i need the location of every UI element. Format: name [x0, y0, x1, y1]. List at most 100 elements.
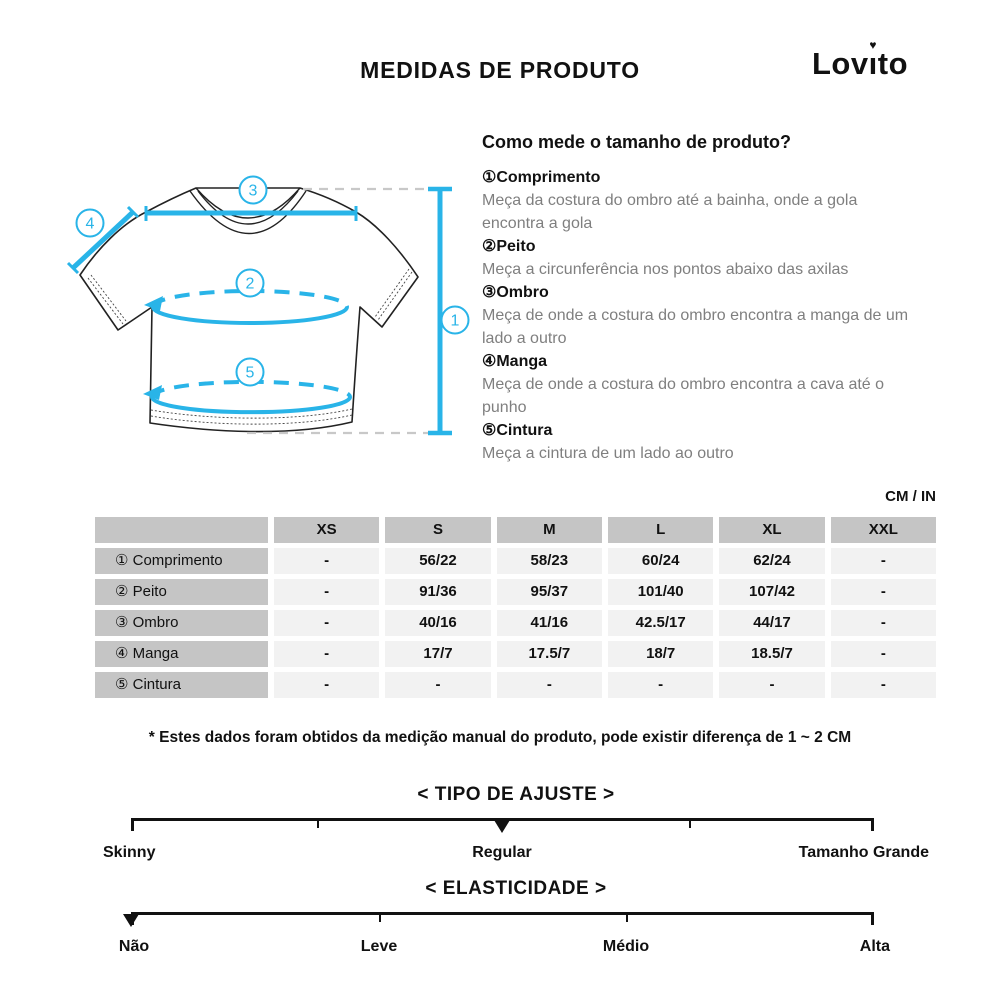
measure-arrows	[143, 296, 163, 400]
table-cell: 107/42	[719, 579, 825, 605]
table-cell: 18/7	[608, 641, 714, 667]
svg-text:2: 2	[246, 276, 255, 293]
guide-heading: Como mede o tamanho de produto?	[482, 132, 791, 152]
scale-tick	[379, 912, 381, 922]
badge-3: 3	[238, 175, 268, 205]
guide-item-label: ③Ombro	[482, 284, 549, 301]
table-cell: -	[274, 610, 380, 636]
size-table: XS S M L XL XXL ① Comprimento - 56/22 58…	[95, 517, 936, 698]
fit-label-tamanho-grande: Tamanho Grande	[798, 844, 929, 861]
table-cell: 18.5/7	[719, 641, 825, 667]
tshirt-measurement-diagram: 3 4 2 5 1	[66, 175, 470, 436]
scale-line	[131, 912, 874, 915]
guide-item: ②Peito Meça a circunferência nos pontos …	[482, 235, 918, 281]
table-row-label: ② Peito	[95, 579, 268, 605]
table-row-label: ④ Manga	[95, 641, 268, 667]
scale-end-tick	[871, 818, 874, 831]
tshirt-collar	[189, 187, 307, 235]
guide-item: ④Manga Meça de onde a costura do ombro e…	[482, 350, 918, 419]
tshirt-outline	[79, 187, 419, 433]
elasticity-marker-icon	[123, 914, 139, 927]
table-cell: -	[830, 548, 936, 574]
elasticity-track	[103, 912, 929, 938]
logo-text-prefix: Lov	[812, 46, 869, 81]
table-cell: 91/36	[385, 579, 491, 605]
table-cell: -	[830, 641, 936, 667]
guide-item-label: ⑤Cintura	[482, 422, 553, 439]
svg-text:5: 5	[246, 365, 255, 382]
guide-item-label: ①Comprimento	[482, 169, 601, 186]
guide-item-desc: Meça a circunferência nos pontos abaixo …	[482, 261, 849, 278]
table-cell: 41/16	[496, 610, 602, 636]
table-col-header: XXL	[830, 517, 936, 543]
elasticity-label-nao: Não	[118, 938, 150, 955]
svg-text:4: 4	[86, 216, 95, 233]
table-cell: -	[608, 672, 714, 698]
guide-item: ①Comprimento Meça da costura do ombro at…	[482, 166, 918, 235]
badge-4: 4	[75, 208, 105, 238]
badge-2: 2	[235, 268, 265, 298]
guide-item-desc: Meça de onde a costura do ombro encontra…	[482, 307, 909, 347]
table-cell: 17.5/7	[496, 641, 602, 667]
guide-item-label: ②Peito	[482, 238, 536, 255]
fit-type-title: < TIPO DE AJUSTE >	[417, 784, 615, 805]
table-cell: 40/16	[385, 610, 491, 636]
measure-number-badges: 3 4 2 5 1	[75, 175, 470, 387]
scale-line	[131, 818, 874, 821]
fit-type-scale: < TIPO DE AJUSTE > Skinny Regular Tamanh…	[103, 784, 929, 864]
elasticity-label-medio: Médio	[602, 938, 650, 955]
table-col-header: L	[608, 517, 714, 543]
elasticity-label-leve: Leve	[360, 938, 398, 955]
table-row-label: ① Comprimento	[95, 548, 268, 574]
svg-text:1: 1	[451, 313, 460, 330]
badge-1: 1	[440, 305, 470, 335]
measurement-footnote: * Estes dados foram obtidos da medição m…	[148, 729, 852, 746]
elasticity-title: < ELASTICIDADE >	[425, 878, 607, 899]
table-cell: -	[274, 672, 380, 698]
table-cell: 42.5/17	[608, 610, 714, 636]
table-cell: -	[719, 672, 825, 698]
guide-item-desc: Meça de onde a costura do ombro encontra…	[482, 376, 885, 416]
table-cell: -	[496, 672, 602, 698]
table-col-header: XL	[719, 517, 825, 543]
table-row-label: ⑤ Cintura	[95, 672, 268, 698]
table-cell: 17/7	[385, 641, 491, 667]
table-cell: 95/37	[496, 579, 602, 605]
scale-tick	[317, 818, 319, 828]
table-cell: -	[830, 579, 936, 605]
svg-text:3: 3	[249, 183, 258, 200]
table-cell: -	[830, 610, 936, 636]
table-cell: 44/17	[719, 610, 825, 636]
table-row-label: ③ Ombro	[95, 610, 268, 636]
scale-tick	[626, 912, 628, 922]
fit-type-track	[103, 818, 929, 844]
page-title: MEDIDAS DE PRODUTO	[360, 57, 640, 83]
fit-type-marker-icon	[494, 820, 510, 833]
table-cell: -	[274, 548, 380, 574]
table-cell: 62/24	[719, 548, 825, 574]
table-col-header: S	[385, 517, 491, 543]
table-cell: 56/22	[385, 548, 491, 574]
fit-label-skinny: Skinny	[103, 844, 156, 861]
table-col-header: XS	[274, 517, 380, 543]
guide-item-desc: Meça a cintura de um lado ao outro	[482, 445, 734, 462]
measure-guide: Como mede o tamanho de produto? ①Comprim…	[482, 130, 918, 465]
guide-item-label: ④Manga	[482, 353, 548, 370]
logo-text-suffix: to	[877, 46, 909, 81]
elasticity-label-alta: Alta	[859, 938, 890, 955]
table-col-header: M	[496, 517, 602, 543]
heart-icon: ♥	[869, 38, 877, 52]
unit-label: CM / IN	[885, 488, 936, 505]
scale-end-tick	[871, 912, 874, 925]
lovito-logo: Lov ♥ ıto	[812, 38, 909, 82]
scale-tick	[689, 818, 691, 828]
logo-letter-i: ♥ ı	[868, 38, 878, 81]
table-cell: -	[385, 672, 491, 698]
guide-item: ⑤Cintura Meça a cintura de um lado ao ou…	[482, 419, 918, 465]
badge-5: 5	[235, 357, 265, 387]
table-cell: -	[830, 672, 936, 698]
table-cell: 101/40	[608, 579, 714, 605]
table-cell: -	[274, 641, 380, 667]
table-cell: 60/24	[608, 548, 714, 574]
elasticity-scale: < ELASTICIDADE > Não Leve Médio Alta	[103, 878, 929, 958]
